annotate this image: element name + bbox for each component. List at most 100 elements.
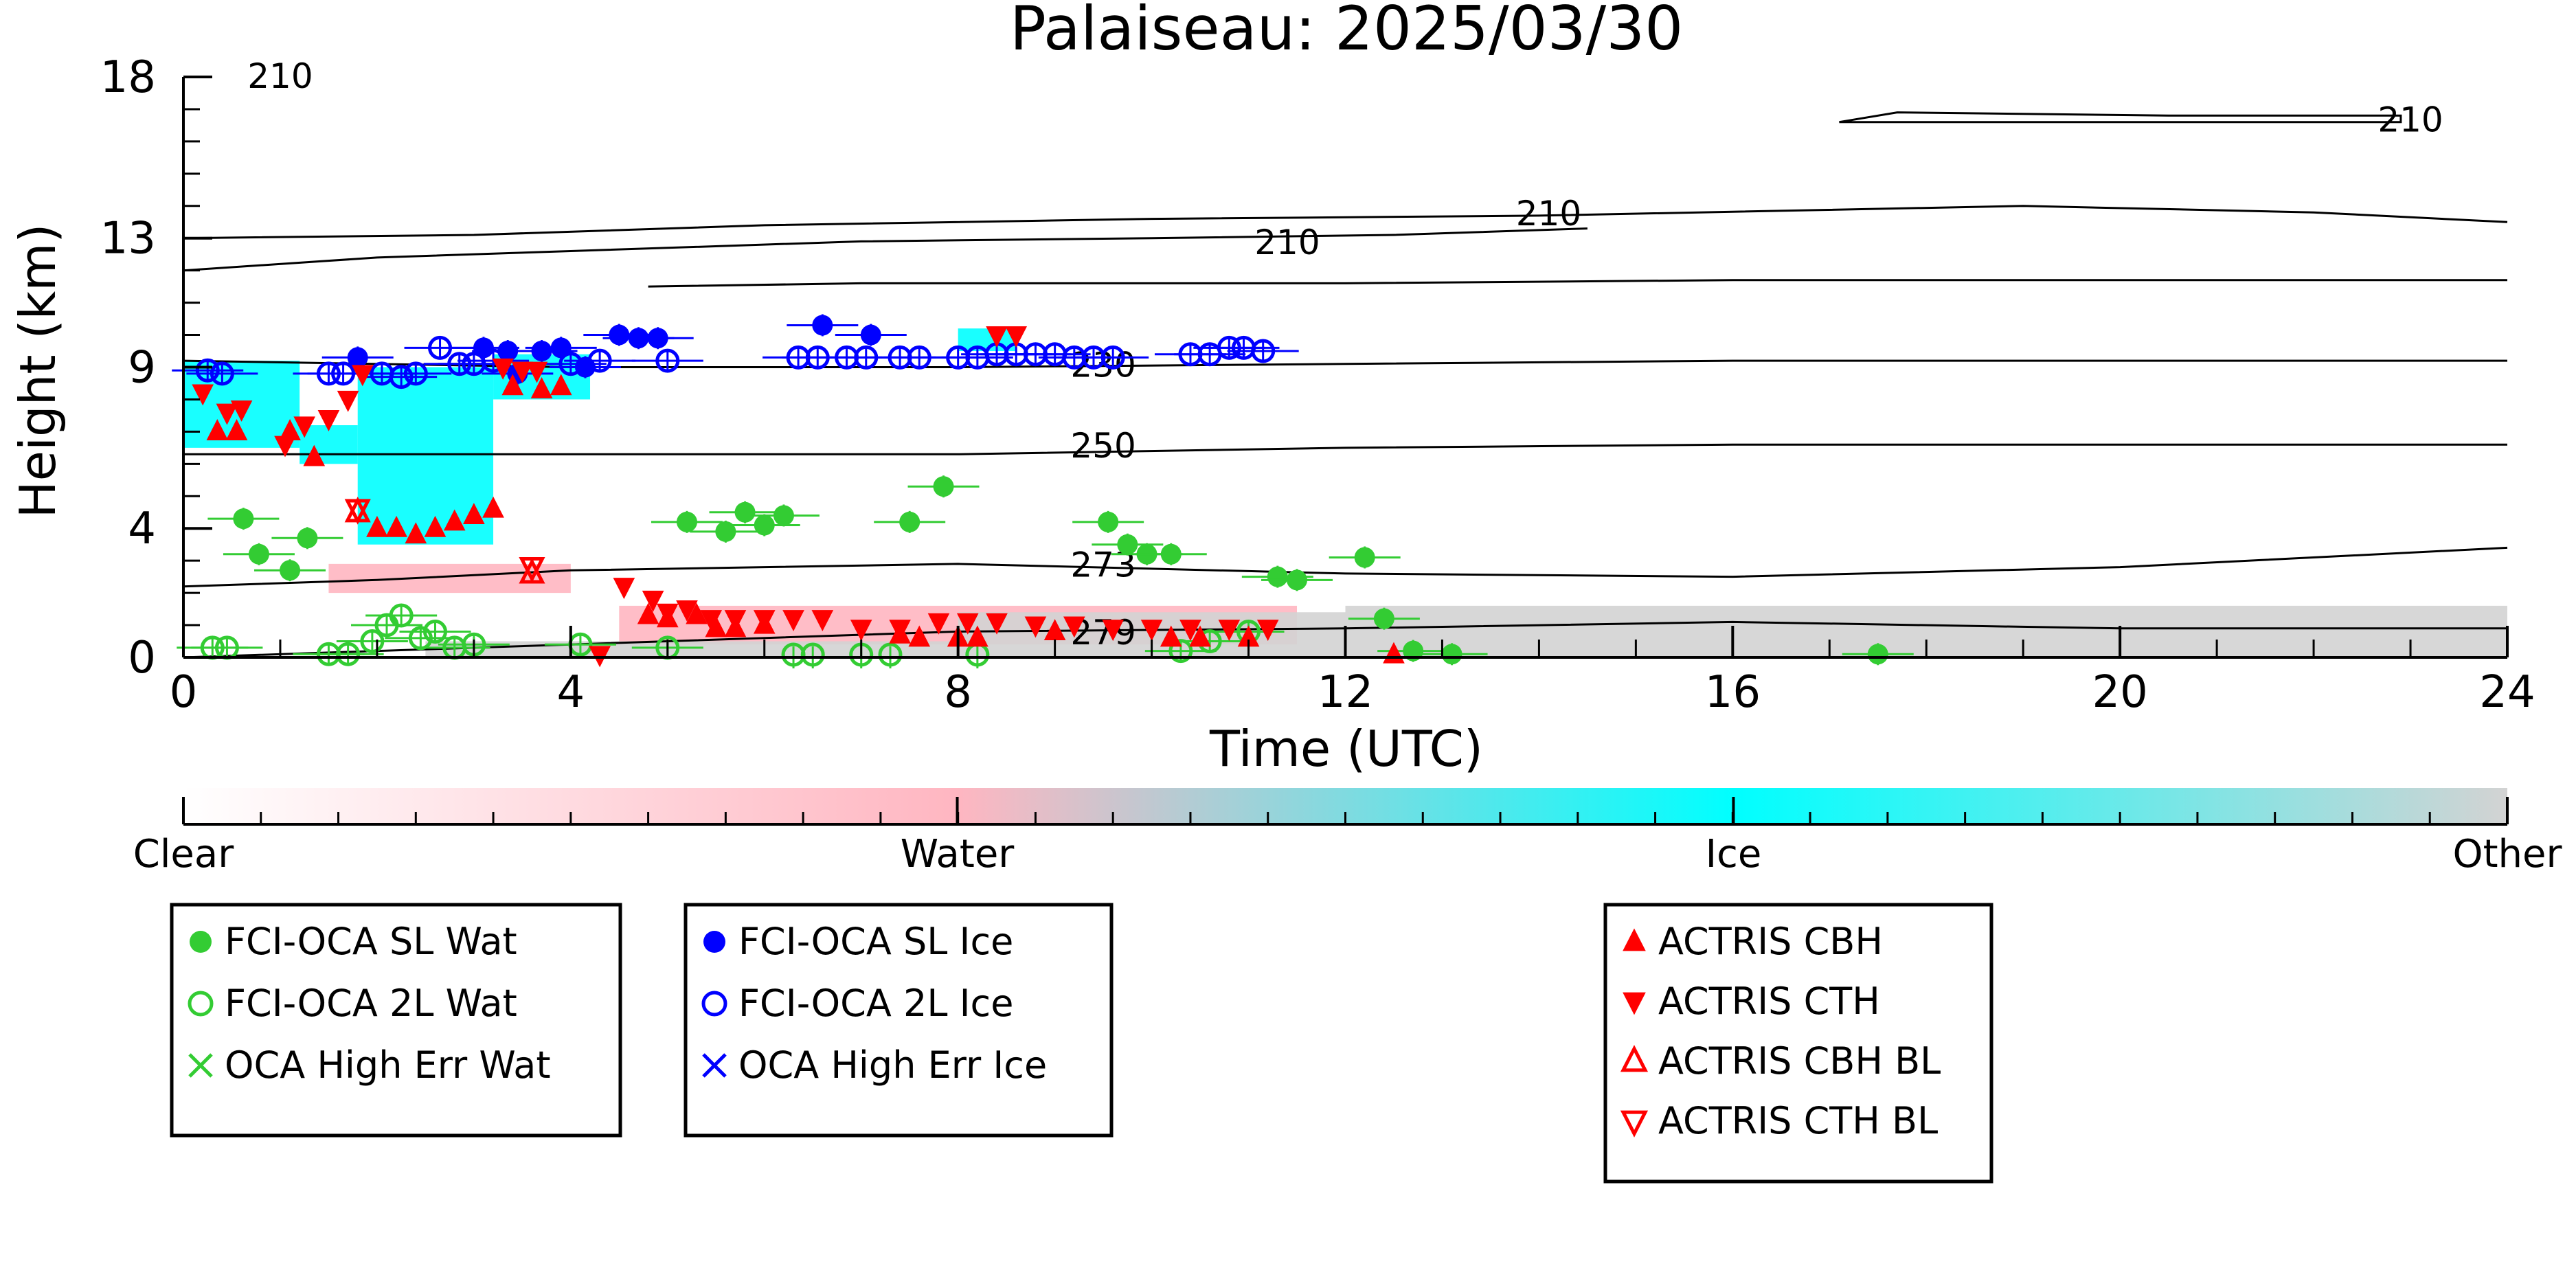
marker-open-circle	[210, 361, 234, 386]
marker-open-circle	[1251, 339, 1276, 363]
contour-label: 210	[247, 56, 313, 96]
marker-filled-circle	[1373, 608, 1394, 629]
contour-label: 250	[1070, 426, 1136, 466]
series-actris-cth	[192, 326, 1279, 668]
marker-filled-circle	[933, 476, 954, 497]
legend-entry-label: ACTRIS CTH	[1658, 980, 1880, 1023]
marker-filled-circle	[734, 501, 756, 523]
marker-triangle-up	[530, 377, 553, 398]
marker-triangle-down	[1623, 992, 1646, 1015]
x-tick-label: 20	[2092, 667, 2147, 718]
legend-entry-label: ACTRIS CTH BL	[1658, 1099, 1938, 1142]
marker-triangle-down	[927, 613, 950, 635]
marker-triangle-down	[511, 361, 534, 383]
contour-line	[183, 443, 2507, 455]
marker-triangle-down	[526, 361, 548, 383]
legend-entry-label: OCA High Err Ice	[738, 1043, 1047, 1087]
cloud-classification-background	[183, 328, 2507, 657]
marker-filled-circle	[248, 543, 269, 565]
marker-filled-circle	[1117, 534, 1138, 555]
chart-title: Palaiseau: 2025/03/30	[1010, 0, 1683, 64]
marker-triangle-down	[293, 416, 316, 438]
marker-triangle-up	[637, 602, 659, 624]
marker-open-circle	[422, 619, 447, 644]
marker-filled-circle	[715, 521, 736, 542]
marker-filled-circle	[812, 315, 833, 336]
marker-triangle-down	[1102, 620, 1125, 642]
marker-triangle-down	[1140, 620, 1163, 642]
y-tick-label: 13	[100, 214, 156, 264]
marker-triangle-up	[1189, 625, 1211, 647]
marker-filled-circle	[609, 324, 630, 346]
marker-filled-circle	[297, 528, 318, 549]
marker-triangle-down	[889, 620, 911, 642]
series-fci-oca-sl-wat	[207, 475, 1914, 666]
marker-x	[702, 1053, 727, 1078]
legend-entry-label: FCI-OCA SL Wat	[225, 920, 517, 963]
marker-open-triangle-down	[519, 556, 545, 583]
legend-frame	[1603, 903, 1993, 1184]
marker-open-circle	[336, 642, 361, 666]
marker-triangle-down	[700, 610, 723, 632]
marker-filled-circle	[899, 511, 920, 532]
marker-triangle-down	[1218, 620, 1241, 642]
marker-filled-circle	[1287, 569, 1308, 591]
marker-triangle-up	[424, 515, 447, 537]
marker-triangle-down	[811, 610, 834, 632]
contour-label: 210	[1254, 223, 1320, 262]
marker-triangle-down	[1063, 616, 1085, 638]
legend-entry-label: FCI-OCA 2L Ice	[738, 982, 1013, 1025]
marker-open-circle	[587, 348, 612, 373]
marker-triangle-up	[225, 419, 248, 440]
y-tick-label: 18	[100, 52, 156, 103]
colorbar: Clear Water Ice Other	[133, 788, 2562, 877]
marker-triangle-down	[724, 610, 747, 632]
x-tick-label: 4	[556, 667, 585, 718]
marker-filled-circle	[531, 341, 552, 362]
axes: 0 4 9 13 18 0 4 8 12 16 20 24	[100, 52, 2535, 718]
series-fci-oca-2l-ice	[172, 335, 1299, 389]
marker-filled-circle	[773, 505, 794, 526]
marker-open-circle	[403, 361, 428, 386]
marker-triangle-down	[753, 610, 776, 632]
contour-line	[648, 279, 2507, 288]
marker-filled-circle	[1267, 566, 1288, 587]
legend-frame	[170, 903, 622, 1138]
marker-filled-circle	[754, 515, 775, 536]
marker-triangle-up	[501, 374, 524, 396]
marker-triangle-down	[492, 358, 514, 380]
contour-line	[183, 227, 1588, 272]
legend-entry-label: FCI-OCA 2L Wat	[225, 982, 517, 1025]
marker-open-circle	[360, 629, 385, 654]
marker-open-circle	[800, 642, 825, 667]
marker-triangle-up	[385, 515, 407, 537]
contour-label: 210	[2377, 100, 2443, 140]
marker-triangle-up	[463, 503, 485, 525]
marker-triangle-down	[192, 384, 214, 406]
marker-filled-circle	[233, 508, 254, 530]
marker-triangle-down	[337, 390, 359, 412]
legend-frame	[683, 903, 1114, 1138]
marker-triangle-up	[686, 602, 708, 624]
contour-label: 210	[1516, 194, 1581, 234]
marker-triangle-up	[1623, 928, 1646, 951]
marker-triangle-up	[366, 515, 388, 537]
marker-filled-circle	[1160, 543, 1182, 565]
marker-triangle-up	[550, 374, 572, 396]
marker-filled-circle	[1867, 644, 1888, 665]
marker-open-circle	[188, 991, 214, 1017]
marker-filled-circle	[676, 511, 697, 532]
x-tick-label: 8	[944, 667, 972, 718]
marker-open-circle	[558, 352, 583, 376]
marker-triangle-down	[986, 326, 1008, 348]
colorbar-label: Other	[2452, 832, 2562, 877]
marker-triangle-down	[274, 436, 296, 457]
marker-x	[188, 1053, 213, 1078]
y-tick-label: 0	[128, 633, 156, 683]
marker-open-circle	[389, 365, 414, 389]
marker-open-circle	[701, 991, 727, 1017]
legend-entry-label: ACTRIS CBH BL	[1658, 1039, 1941, 1083]
marker-filled-circle	[703, 931, 725, 953]
y-tick-label: 4	[128, 504, 156, 554]
